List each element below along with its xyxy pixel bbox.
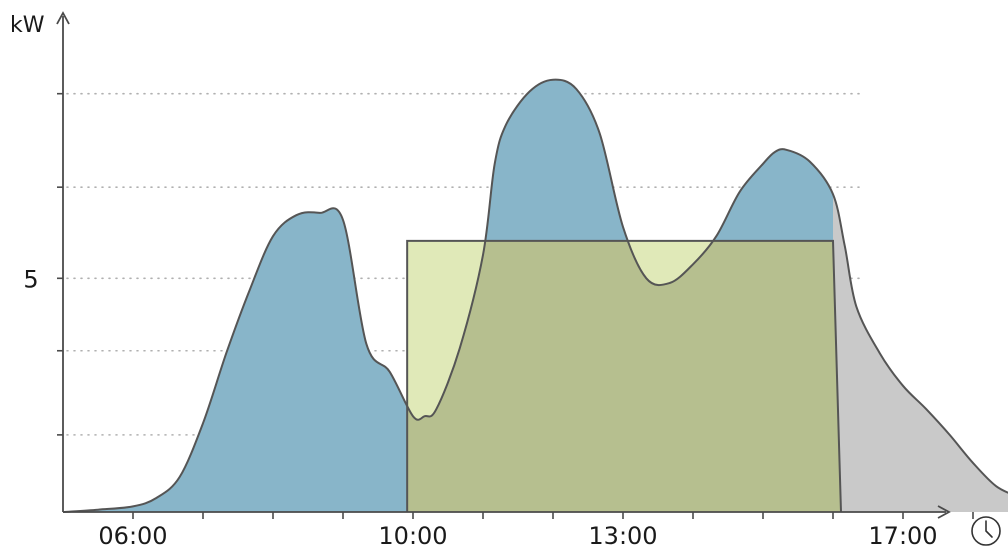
axes (56, 11, 951, 519)
clock-icon (971, 516, 1001, 546)
x-tick-label: 13:00 (588, 522, 657, 550)
y-axis-label: kW (10, 13, 45, 38)
chart-regions (63, 79, 1008, 514)
y-tick-label: 5 (23, 265, 38, 293)
x-axis-arrow-icon (937, 505, 951, 519)
y-axis-arrow-icon (56, 11, 70, 25)
curve-line (62, 78, 1008, 513)
x-tick-label: 10:00 (378, 522, 447, 550)
x-tick-label: 17:00 (868, 522, 937, 550)
grid-supply-area (833, 79, 1008, 514)
grid-supply-group (833, 79, 1008, 514)
tick-marks (57, 92, 974, 519)
covered-area (407, 240, 841, 512)
x-tick-label: 06:00 (98, 522, 167, 550)
block-outline (406, 239, 842, 513)
